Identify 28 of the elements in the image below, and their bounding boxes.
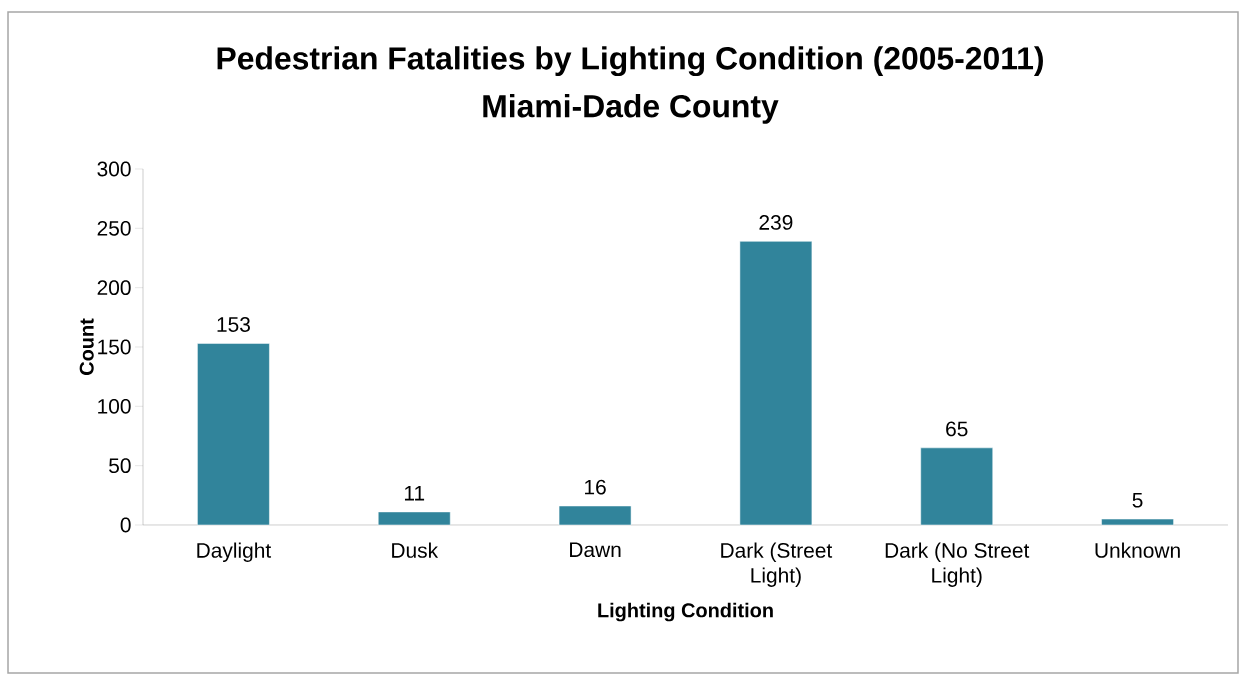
bar bbox=[1101, 518, 1174, 526]
y-tick-label: 0 bbox=[120, 517, 131, 533]
y-tick-label: 150 bbox=[98, 339, 131, 355]
y-tick-label: 250 bbox=[97, 220, 131, 236]
bar bbox=[197, 343, 270, 526]
x-tick-label: Dark (Street Light) bbox=[721, 542, 833, 587]
y-tick-label: 200 bbox=[97, 280, 131, 296]
data-label: 5 bbox=[1132, 492, 1143, 508]
data-label: 16 bbox=[585, 479, 606, 495]
x-tick-label: Unknown bbox=[1095, 542, 1180, 558]
data-label: 65 bbox=[946, 421, 968, 437]
y-tick-label: 300 bbox=[97, 161, 131, 177]
data-label: 153 bbox=[217, 317, 250, 332]
bar bbox=[558, 505, 632, 526]
x-tick-label: Daylight bbox=[197, 542, 272, 563]
bar bbox=[739, 241, 813, 526]
y-axis-title: Count bbox=[79, 318, 94, 375]
bar bbox=[378, 511, 451, 526]
x-axis-title: Lighting Condition bbox=[598, 602, 773, 622]
x-tick-label: Dawn bbox=[570, 542, 621, 558]
data-label: 239 bbox=[759, 215, 793, 230]
x-tick-label: Dark (No Street Light) bbox=[885, 542, 1030, 587]
chart-title: Pedestrian Fatalities by Lighting Condition (2005-2011) Miami-Dade County bbox=[217, 46, 1043, 124]
y-tick-label: 100 bbox=[98, 398, 131, 414]
y-tick-label: 50 bbox=[109, 458, 131, 474]
x-tick-label: Dusk bbox=[392, 542, 439, 558]
bar bbox=[920, 447, 993, 526]
data-label: 11 bbox=[404, 486, 425, 501]
